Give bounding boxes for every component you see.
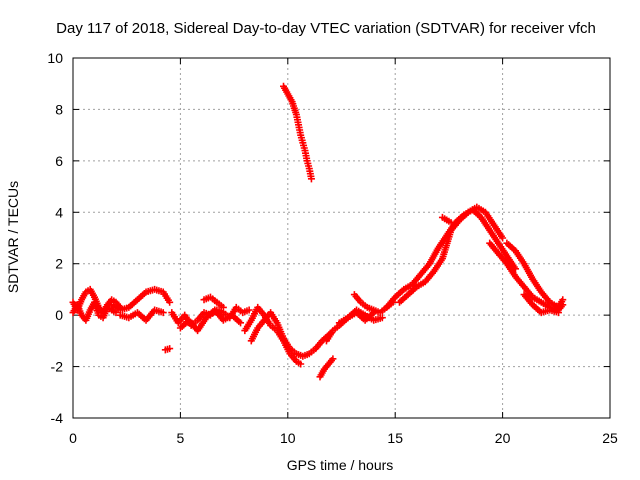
x-tick-label: 20: [495, 430, 511, 446]
data-point: [237, 319, 245, 327]
y-tick-label: 4: [55, 204, 63, 220]
x-axis: 0 5 10 15 20 25: [69, 58, 618, 446]
data-point: [329, 355, 337, 363]
data-point: [378, 314, 386, 322]
data-point: [554, 309, 562, 317]
data-point: [159, 309, 167, 317]
y-tick-label: 8: [55, 101, 63, 117]
x-tick-label: 25: [602, 430, 618, 446]
x-tick-label: 5: [177, 430, 185, 446]
data-point: [219, 303, 227, 311]
data-point: [166, 298, 174, 306]
x-tick-label: 10: [280, 430, 296, 446]
plot-frame: [72, 57, 611, 419]
y-tick-label: -4: [51, 410, 64, 426]
x-tick-label: 15: [387, 430, 403, 446]
data-point: [297, 360, 305, 368]
grid: [73, 58, 610, 418]
data-points: [69, 82, 567, 381]
data-point: [447, 219, 455, 227]
y-axis: -4 -2 0 2 4 6 8 10: [47, 50, 610, 426]
data-point: [499, 234, 507, 242]
y-axis-label: SDTVAR / TECUs: [5, 181, 21, 293]
data-point: [307, 175, 315, 183]
y-tick-label: 6: [55, 153, 63, 169]
data-point: [245, 306, 253, 314]
x-axis-label: GPS time / hours: [287, 457, 394, 473]
x-tick-label: 0: [69, 430, 77, 446]
y-tick-label: 2: [55, 256, 63, 272]
data-point: [559, 296, 567, 304]
data-point: [166, 345, 174, 353]
y-tick-label: 0: [55, 307, 63, 323]
chart-title: Day 117 of 2018, Sidereal Day-to-day VTE…: [56, 20, 596, 37]
y-tick-label: -2: [51, 359, 64, 375]
y-tick-label: 10: [47, 50, 63, 66]
